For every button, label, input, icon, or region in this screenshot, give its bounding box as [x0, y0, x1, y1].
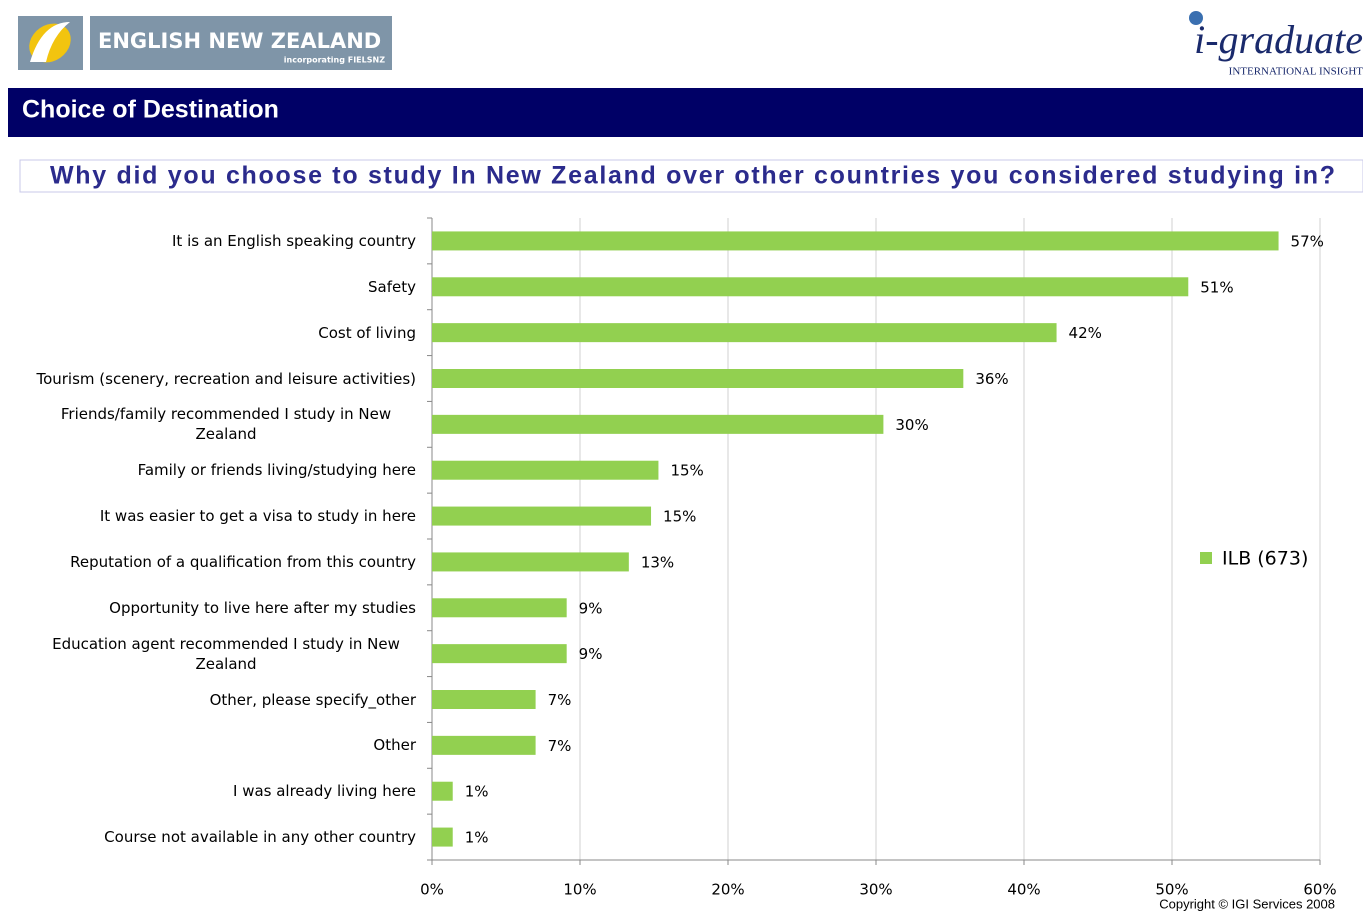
category-label: Safety: [368, 277, 416, 296]
header-bar: [8, 88, 1363, 137]
value-label: 42%: [1069, 324, 1102, 342]
logo-left-sub: incorporating FIELSNZ: [284, 56, 385, 65]
x-tick-label: 40%: [1007, 881, 1040, 899]
value-label: 57%: [1291, 232, 1324, 250]
value-label: 9%: [579, 645, 603, 663]
bar: [432, 552, 629, 572]
value-label: 7%: [548, 737, 572, 755]
value-label: 30%: [895, 416, 928, 434]
legend-swatch: [1200, 552, 1212, 564]
bar: [432, 735, 536, 755]
logo-right-sub: INTERNATIONAL INSIGHT: [1229, 66, 1363, 78]
category-label: Education agent recommended I study in N…: [52, 634, 400, 673]
bar: [432, 277, 1189, 297]
bar: [432, 231, 1279, 251]
category-label: Cost of living: [318, 323, 416, 342]
bar: [432, 506, 652, 526]
category-label: Friends/family recommended I study in Ne…: [60, 405, 392, 444]
value-label: 15%: [670, 462, 703, 480]
category-label: I was already living here: [233, 782, 416, 801]
copyright: Copyright © IGI Services 2008: [1159, 896, 1335, 911]
value-label: 15%: [663, 508, 696, 526]
section-title: Choice of Destination: [22, 96, 279, 124]
bar: [432, 644, 567, 664]
logo-globe: [1189, 11, 1203, 25]
category-label: It was easier to get a visa to study in …: [99, 507, 416, 526]
question-box: [19, 159, 1363, 193]
value-label: 13%: [641, 553, 674, 571]
x-tick-label: 20%: [711, 881, 744, 899]
category-label: Other, please specify_other: [209, 690, 416, 709]
bar: [432, 323, 1057, 343]
value-label: 7%: [548, 691, 572, 709]
x-tick-label: 50%: [1155, 881, 1188, 899]
value-label: 9%: [579, 599, 603, 617]
chart-title: Why did you choose to study In New Zeala…: [50, 162, 1335, 190]
value-label: 36%: [975, 370, 1008, 388]
x-tick-label: 60%: [1303, 881, 1336, 899]
x-tick-label: 30%: [859, 881, 892, 899]
bar: [432, 414, 884, 434]
logo-right: i-graduate: [1194, 17, 1363, 62]
bar: [432, 369, 964, 388]
category-label: Reputation of a qualification from this …: [70, 552, 416, 571]
value-label: 1%: [465, 783, 489, 801]
logo-box: [90, 16, 392, 70]
bar: [432, 781, 453, 801]
category-label: It is an English speaking country: [172, 231, 416, 250]
value-label: 51%: [1200, 278, 1233, 296]
category-label: Family or friends living/studying here: [137, 461, 416, 480]
logo-icon-swoosh: [30, 22, 70, 62]
category-label: Tourism (scenery, recreation and leisure…: [36, 369, 416, 388]
category-label: Other: [373, 736, 416, 755]
bar: [432, 598, 567, 618]
logo-left: ENGLISH NEW ZEALAND: [98, 29, 381, 53]
category-label: Course not available in any other countr…: [104, 828, 416, 847]
bar: [432, 827, 453, 847]
bar: [432, 690, 536, 709]
value-label: 1%: [465, 829, 489, 847]
legend-label: ILB (673): [1222, 548, 1308, 570]
bar: [432, 460, 659, 480]
category-label: Opportunity to live here after my studie…: [109, 598, 416, 617]
x-tick-label: 10%: [563, 881, 596, 899]
x-tick-label: 0%: [420, 881, 444, 899]
